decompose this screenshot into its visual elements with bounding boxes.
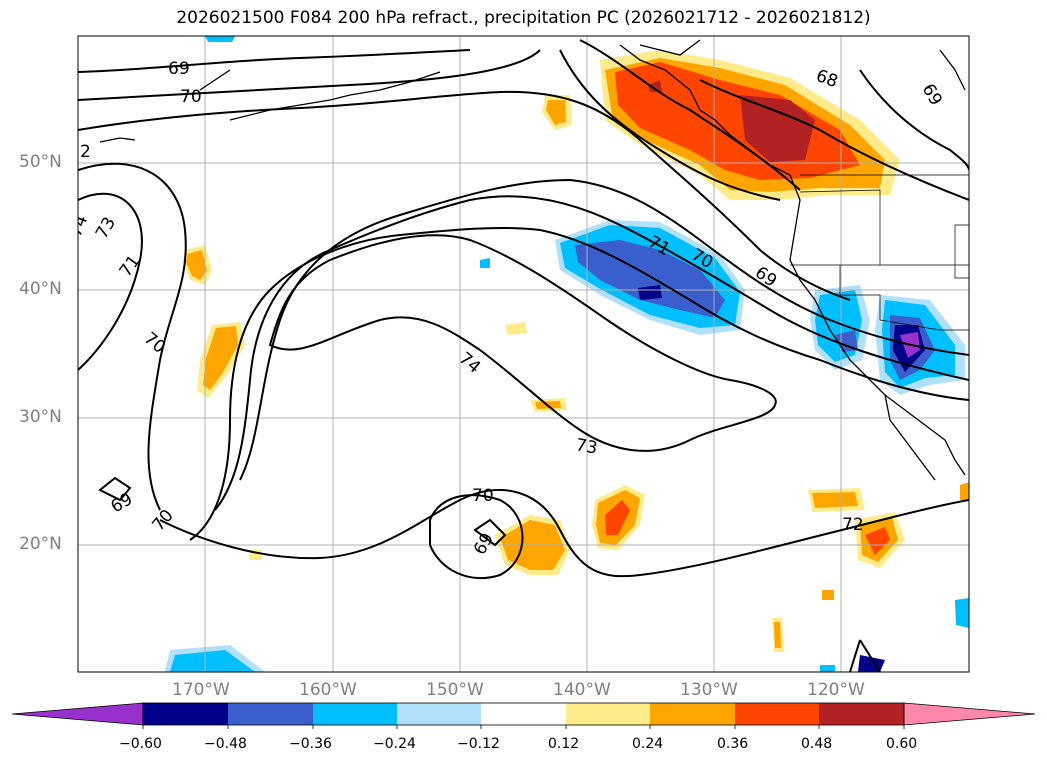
- colorbar-tick: −0.36: [289, 736, 332, 752]
- lon-label: 170°W: [172, 680, 230, 700]
- lat-label: 50°N: [19, 152, 62, 172]
- colorbar-tick: −0.48: [204, 736, 247, 752]
- colorbar-extend-high: [903, 702, 1036, 726]
- contour-label: 2: [80, 142, 91, 162]
- colorbar-tick: −0.60: [119, 736, 162, 752]
- contour-label: 70: [180, 87, 202, 107]
- colorbar-tick: 0.24: [632, 736, 664, 752]
- map-frame: [77, 35, 970, 673]
- colorbar-tick: 0.48: [801, 736, 833, 752]
- lon-label: 140°W: [553, 680, 611, 700]
- colorbar-extend-low: [11, 702, 144, 726]
- map-plot-area: 69 70 68 69 2 74 73 71 70 71 70 69 74 73…: [78, 36, 969, 672]
- colorbar-tick: −0.24: [373, 736, 416, 752]
- borders: [790, 174, 969, 331]
- lat-label: 40°N: [19, 279, 62, 299]
- contour-label: 72: [842, 515, 864, 535]
- contour-label: 70: [472, 486, 494, 506]
- lat-label: 20°N: [19, 534, 62, 554]
- colorbar-tick: 0.60: [886, 736, 918, 752]
- colorbar-tick: 0.36: [717, 736, 749, 752]
- contour-label: 69: [168, 59, 190, 79]
- lon-label: 160°W: [299, 680, 357, 700]
- contour-label: 73: [574, 435, 599, 458]
- colorbar: [11, 702, 1036, 729]
- lon-label: 130°W: [680, 680, 738, 700]
- lat-label: 30°N: [19, 407, 62, 427]
- colorbar-tick: 0.12: [548, 736, 580, 752]
- lon-label: 120°W: [807, 680, 865, 700]
- colorbar-tick: −0.12: [457, 736, 500, 752]
- lon-label: 150°W: [426, 680, 484, 700]
- map-title: 2026021500 F084 200 hPa refract., precip…: [176, 8, 871, 28]
- refractivity-contours: [78, 39, 969, 672]
